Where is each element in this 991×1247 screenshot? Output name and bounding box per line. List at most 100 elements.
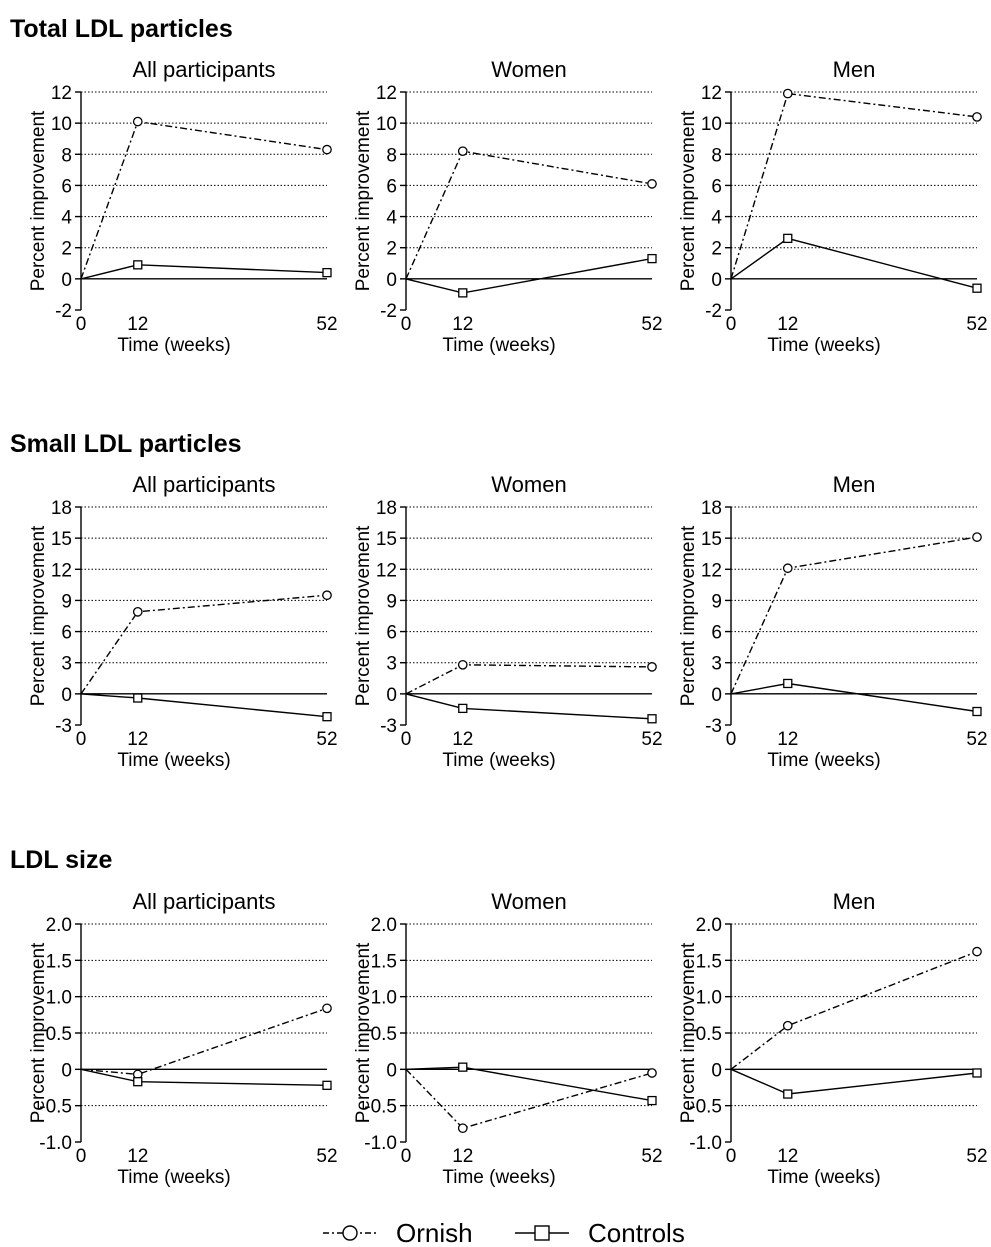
point-controls [458, 703, 468, 714]
y-tick-label: 1.5 [371, 951, 397, 972]
point-controls [647, 714, 657, 724]
x-tick-label: 52 [316, 314, 337, 335]
y-tick-label: 18 [51, 498, 72, 519]
point-controls [783, 678, 793, 689]
y-axis-label: Percent improvement [678, 110, 699, 291]
series-line-controls [80, 264, 328, 280]
y-tick-label: 1.5 [696, 951, 722, 972]
y-tick-label: 18 [701, 498, 722, 519]
x-axis-label: Time (weeks) [442, 335, 555, 356]
y-axis-label: Percent improvement [353, 110, 374, 291]
point-controls [458, 288, 468, 298]
y-tick-label: 0 [61, 685, 72, 706]
x-tick-label: 52 [316, 1146, 337, 1167]
y-tick-label: 6 [711, 623, 722, 644]
section-2: Small LDL particles All participants -3 0 3 6… [10, 430, 988, 771]
y-tick-label: 2.0 [696, 915, 722, 936]
y-tick-label: 0 [711, 685, 722, 706]
legend-item-controls: Controls [515, 1218, 685, 1247]
x-tick-label: 0 [76, 314, 87, 335]
panel-men: Men -1.0 -0.5 0 0.5 1.0 1.5 2.0 0 12 52 Time (weeks… [678, 889, 988, 1188]
x-tick-label: 0 [726, 314, 737, 335]
y-tick-label: 15 [701, 529, 722, 550]
panel-title: All participants [132, 57, 275, 82]
series-line-controls [730, 682, 978, 713]
y-tick-label: 3 [386, 654, 397, 675]
point-ornish [322, 1003, 332, 1014]
y-tick-label: 12 [376, 83, 397, 104]
y-tick-label: 8 [711, 145, 722, 166]
point-controls [322, 1080, 332, 1090]
legend-circle-marker [342, 1225, 358, 1241]
x-tick-label: 12 [777, 729, 798, 750]
x-axis-label: Time (weeks) [767, 335, 880, 356]
section-title: Small LDL particles [10, 430, 242, 458]
y-tick-label: -3 [380, 716, 397, 737]
x-tick-label: 0 [76, 1146, 87, 1167]
y-tick-label: 9 [386, 591, 397, 612]
x-tick-label: 52 [966, 314, 987, 335]
y-tick-label: -2 [55, 301, 72, 322]
point-controls [972, 283, 982, 293]
x-tick-label: 0 [726, 729, 737, 750]
y-tick-label: -0.5 [364, 1097, 397, 1118]
x-tick-label: 12 [452, 1146, 473, 1167]
x-tick-label: 52 [641, 314, 662, 335]
point-ornish [782, 88, 793, 99]
series-line-ornish [405, 150, 653, 280]
y-tick-label: 18 [376, 498, 397, 519]
y-tick-label: -1.0 [39, 1133, 72, 1154]
series-line-ornish [730, 536, 978, 695]
y-tick-label: 12 [51, 560, 72, 581]
panel-women: Women -1.0 -0.5 0 0.5 1.0 1.5 2.0 0 12 52 Time (wee… [353, 889, 663, 1188]
point-ornish [457, 1123, 468, 1134]
x-axis-label: Time (weeks) [767, 750, 880, 771]
x-tick-label: 12 [777, 314, 798, 335]
series-line-ornish [80, 120, 328, 280]
panel-title: All participants [132, 472, 275, 497]
y-tick-label: 0 [711, 270, 722, 291]
point-controls [647, 253, 657, 264]
y-tick-label: 6 [61, 623, 72, 644]
y-axis-label: Percent improvement [28, 525, 49, 706]
legend-item-ornish: Ornish [323, 1218, 473, 1247]
x-tick-label: 0 [401, 1146, 412, 1167]
y-tick-label: 4 [711, 208, 722, 229]
y-tick-label: 0 [711, 1060, 722, 1081]
y-tick-label: 1.5 [46, 951, 72, 972]
point-ornish [322, 144, 332, 155]
y-tick-label: 8 [386, 145, 397, 166]
y-tick-label: 12 [376, 560, 397, 581]
y-tick-label: 15 [51, 529, 72, 550]
y-tick-label: 9 [711, 591, 722, 612]
y-tick-label: -2 [380, 301, 397, 322]
y-tick-label: 0.5 [46, 1024, 72, 1045]
y-tick-label: 2 [61, 239, 72, 260]
x-axis-label: Time (weeks) [117, 750, 230, 771]
point-controls [647, 1095, 657, 1106]
series-line-controls [730, 237, 978, 289]
y-tick-label: 12 [701, 560, 722, 581]
x-tick-label: 52 [316, 729, 337, 750]
panel-title: Women [491, 889, 566, 914]
y-axis-label: Percent improvement [678, 942, 699, 1123]
y-tick-label: 0 [386, 1060, 397, 1081]
y-tick-label: 2.0 [46, 915, 72, 936]
x-axis-label: Time (weeks) [117, 1167, 230, 1188]
x-tick-label: 12 [777, 1146, 798, 1167]
section-title: Total LDL particles [10, 15, 233, 43]
series-line-ornish [730, 950, 978, 1070]
panel-title: Men [833, 889, 876, 914]
point-controls [133, 1077, 143, 1087]
y-tick-label: 10 [51, 114, 72, 135]
panel-title: Women [491, 472, 566, 497]
series-line-ornish [405, 1068, 653, 1129]
panel-title: Men [833, 57, 876, 82]
y-tick-label: 1.0 [371, 988, 397, 1009]
panel-title: All participants [132, 889, 275, 914]
point-ornish [457, 659, 468, 670]
y-tick-label: -0.5 [689, 1097, 722, 1118]
